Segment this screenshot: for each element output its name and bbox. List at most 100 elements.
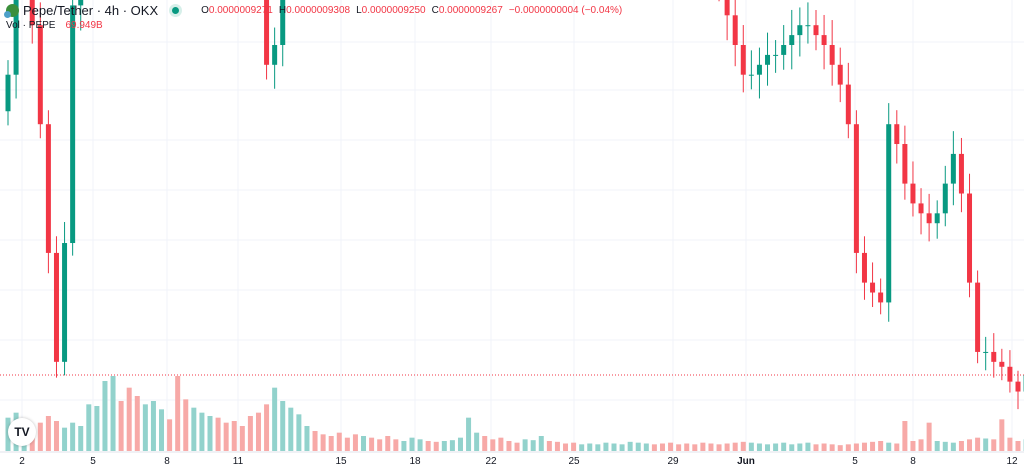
volume-bar: [255, 412, 261, 451]
candle-body: [861, 252, 867, 283]
x-tick-label: 8: [910, 456, 916, 467]
candle-body: [910, 183, 916, 204]
candle-body: [894, 124, 900, 145]
volume-bar: [724, 443, 730, 451]
candle-body: [740, 45, 746, 75]
volume-bar: [514, 442, 520, 451]
candle-body: [70, 5, 76, 244]
candle-body: [813, 25, 819, 36]
volume-bar: [126, 387, 132, 451]
volume-bar: [619, 444, 625, 451]
volume-bar: [894, 443, 900, 451]
candle-body: [264, 0, 270, 65]
candle-body: [45, 124, 51, 253]
tradingview-logo[interactable]: TV: [8, 418, 36, 446]
volume-bar: [765, 444, 771, 451]
volume-bar: [239, 426, 245, 451]
volume-bar: [732, 442, 738, 451]
volume-legend: Vol · PEPE 69.949B: [6, 20, 103, 31]
volume-bar: [918, 439, 924, 451]
volume-bar: [676, 444, 682, 451]
volume-bar: [401, 441, 407, 451]
volume-bar: [692, 444, 698, 451]
candle-body: [886, 124, 892, 303]
volume-value: 69.949B: [65, 20, 103, 31]
chart-legend: Pepe/Tether · 4h · OKX O0.0000009271 H0.…: [4, 3, 622, 18]
x-tick-label: 25: [568, 456, 580, 467]
candle-body: [845, 84, 851, 125]
volume-bar: [304, 426, 310, 451]
volume-bar: [53, 421, 59, 451]
volume-bar: [999, 419, 1005, 451]
volume-bar: [684, 443, 690, 451]
volume-bar: [878, 441, 884, 451]
candle-body: [1015, 381, 1021, 392]
ohlc-high: H0.0000009308: [278, 5, 351, 16]
volume-bar: [45, 416, 51, 451]
volume-bar: [159, 409, 165, 451]
volume-bar: [344, 437, 350, 451]
volume-bar: [264, 404, 270, 451]
volume-bar: [457, 437, 463, 451]
volume-bar: [312, 431, 318, 451]
volume-bar: [554, 441, 560, 451]
volume-bar: [441, 441, 447, 451]
volume-bar: [433, 441, 439, 451]
market-open-status-icon: [172, 7, 180, 14]
candle-body: [967, 193, 973, 283]
candle-body: [272, 45, 278, 65]
volume-bar: [829, 444, 835, 451]
volume-bar: [175, 376, 181, 451]
volume-bar: [134, 396, 140, 451]
volume-bar: [393, 439, 399, 451]
candle-body: [950, 153, 956, 184]
volume-bar: [627, 441, 633, 451]
symbol-title[interactable]: Pepe/Tether · 4h · OKX: [23, 3, 159, 18]
volume-bar: [417, 439, 423, 451]
candle-body: [926, 213, 932, 224]
candle-body: [29, 0, 35, 26]
x-tick-label: 2: [19, 456, 25, 467]
volume-bar: [659, 443, 665, 451]
volume-bar: [118, 401, 124, 451]
volume-bar: [595, 444, 601, 451]
volume-bar: [587, 443, 593, 451]
volume-bar: [708, 443, 714, 451]
volume-bar: [409, 437, 415, 451]
volume-bar: [546, 441, 552, 451]
candle-body: [991, 351, 997, 362]
volume-bar: [280, 401, 286, 451]
volume-bar: [716, 444, 722, 451]
volume-bar: [328, 436, 334, 451]
volume-bar: [563, 443, 569, 451]
volume-bar: [756, 443, 762, 451]
volume-bar: [797, 443, 803, 451]
candle-body: [934, 213, 940, 224]
volume-bar: [926, 422, 932, 451]
candle-body: [958, 153, 964, 194]
volume-bar: [789, 444, 795, 451]
volume-bar: [215, 417, 221, 451]
x-tick-label: 12: [1006, 456, 1018, 467]
candle-body: [37, 25, 43, 125]
candle-body: [870, 282, 876, 293]
volume-bar: [748, 442, 754, 451]
volume-bar: [369, 437, 375, 451]
volume-bar: [870, 441, 876, 451]
volume-bar: [643, 443, 649, 451]
volume-bar: [86, 404, 92, 451]
volume-bar: [635, 442, 641, 451]
x-tick-label: 8: [164, 456, 170, 467]
volume-bar: [385, 436, 391, 451]
x-tick-label: 22: [485, 456, 497, 467]
volume-bar: [934, 441, 940, 451]
volume-bar: [910, 441, 916, 451]
volume-bar: [668, 442, 674, 451]
volume-bar: [603, 442, 609, 451]
candle-body: [999, 361, 1005, 367]
volume-bar: [991, 439, 997, 451]
candle-body: [53, 252, 59, 362]
volume-bar: [1007, 437, 1013, 451]
volume-bar: [223, 422, 229, 451]
